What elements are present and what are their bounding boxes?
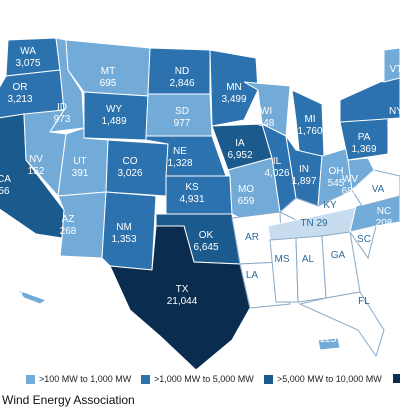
state-label-ga: GA bbox=[331, 250, 346, 261]
state-shapes bbox=[0, 37, 400, 371]
state-label-nm: NM 1,353 bbox=[111, 222, 136, 245]
state-label-mo: MO 659 bbox=[238, 184, 255, 207]
state-label-wi: WI 648 bbox=[258, 106, 275, 129]
legend-item-2: >1,000 MW to 5,000 MW bbox=[141, 374, 254, 384]
state-ny bbox=[339, 77, 400, 123]
legend-item-3: >5,000 MW to 10,000 MW bbox=[264, 374, 382, 384]
state-ga bbox=[321, 231, 361, 299]
legend-label-1: >100 MW to 1,000 MW bbox=[39, 374, 132, 384]
state-label-mt: MT 695 bbox=[100, 66, 117, 89]
state-label-ks: KS 4,931 bbox=[179, 182, 204, 205]
state-label-ok: OK 6,645 bbox=[193, 230, 218, 253]
state-label-il: IL 4,026 bbox=[264, 156, 289, 179]
state-al bbox=[295, 235, 327, 303]
state-label-az: AZ 268 bbox=[60, 214, 77, 237]
state-label-sd: SD 977 bbox=[174, 106, 191, 129]
state-label-vt: VT bbox=[390, 64, 400, 75]
state-label-nv: NV 152 bbox=[28, 154, 45, 177]
state-label-oh: OH 545 bbox=[328, 166, 345, 189]
state-mn bbox=[209, 49, 259, 127]
state-label-ia: IA 6,952 bbox=[227, 138, 252, 161]
state-label-pa: PA 1,369 bbox=[351, 132, 376, 155]
state-hi bbox=[16, 283, 48, 305]
legend-label-2: >1,000 MW to 5,000 MW bbox=[154, 374, 254, 384]
state-label-ky: KY bbox=[323, 200, 337, 211]
state-label-co: CO 3,026 bbox=[117, 156, 142, 179]
state-label-ms: MS bbox=[275, 254, 290, 265]
state-label-ny: NY1,82 bbox=[386, 106, 400, 129]
legend-swatch-3 bbox=[264, 374, 273, 384]
state-label-pr: PR 125 bbox=[320, 322, 337, 345]
state-label-mn: MN 3,499 bbox=[221, 82, 246, 105]
state-label-wv: WV 686 bbox=[342, 174, 359, 197]
state-label-ca: CA 56 bbox=[0, 174, 11, 197]
state-wv bbox=[347, 157, 375, 192]
source-credit: Wind Energy Association bbox=[2, 393, 135, 407]
state-label-nd: ND 2,846 bbox=[169, 66, 194, 89]
state-label-sc: SC bbox=[357, 234, 371, 245]
state-fl bbox=[298, 291, 385, 358]
legend: >100 MW to 1,000 MW >1,000 MW to 5,000 M… bbox=[0, 372, 400, 388]
state-label-al: AL bbox=[302, 254, 315, 265]
state-az bbox=[57, 191, 107, 259]
state-label-la: LA bbox=[246, 270, 259, 281]
state-wa bbox=[5, 37, 61, 77]
state-label-wy: WY 1,489 bbox=[101, 104, 126, 127]
legend-label-3: >5,000 MW to 10,000 MW bbox=[277, 374, 382, 384]
state-pr bbox=[317, 337, 341, 351]
legend-item-4 bbox=[393, 374, 400, 383]
state-label-wa: WA 3,075 bbox=[15, 46, 40, 69]
state-mi bbox=[291, 89, 325, 161]
legend-swatch-4 bbox=[393, 374, 400, 383]
state-label-ne: NE 1,328 bbox=[167, 146, 192, 169]
state-label-id: ID 973 bbox=[54, 102, 71, 125]
state-label-fl: FL bbox=[358, 296, 370, 307]
state-label-nc: NC 208 bbox=[376, 206, 393, 229]
state-vt bbox=[383, 47, 400, 83]
state-labels: WA 3,075 OR 3,213 CA 56 ID 973 NV 152 MT 695 WY 1,489… bbox=[0, 46, 400, 345]
legend-swatch-2 bbox=[141, 374, 150, 384]
legend-item-1: >100 MW to 1,000 MW bbox=[26, 374, 131, 384]
legend-swatch-1 bbox=[26, 374, 35, 384]
state-label-ut: UT 391 bbox=[72, 156, 89, 179]
state-label-va: VA bbox=[372, 184, 385, 195]
state-label-tn: TN 29 bbox=[300, 218, 328, 229]
state-label-mi: MI 1,760 bbox=[297, 114, 322, 137]
state-label-ar: AR bbox=[245, 232, 259, 243]
state-label-tx: TX 21,044 bbox=[167, 284, 198, 307]
state-label-in: IN 1,897 bbox=[291, 164, 316, 187]
state-label-or: OR 3,213 bbox=[7, 82, 32, 105]
state-label-hi: HI 206 bbox=[10, 290, 27, 313]
